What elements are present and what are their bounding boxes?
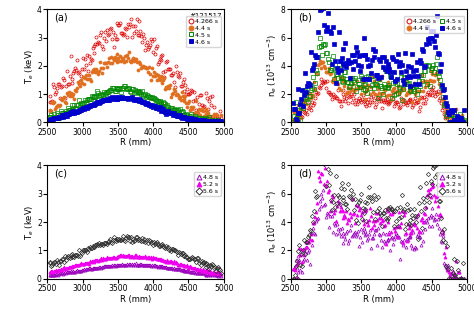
Y-axis label: T$_e$ (keV): T$_e$ (keV) xyxy=(23,48,36,84)
Y-axis label: n$_e$ (10$^{13}$ cm$^{-3}$): n$_e$ (10$^{13}$ cm$^{-3}$) xyxy=(265,191,279,253)
Legend: 4.266 s, 4.4 s, 4.5 s, 4.6 s: 4.266 s, 4.4 s, 4.5 s, 4.6 s xyxy=(186,16,220,47)
X-axis label: R (mm): R (mm) xyxy=(120,138,151,147)
X-axis label: R (mm): R (mm) xyxy=(363,138,394,147)
Text: (d): (d) xyxy=(298,169,311,179)
Text: (b): (b) xyxy=(298,13,311,23)
Legend: 4.266 s, 4.4 s, 4.5 s, 4.6 s: 4.266 s, 4.4 s, 4.5 s, 4.6 s xyxy=(404,16,464,33)
Text: (c): (c) xyxy=(55,169,67,179)
X-axis label: R (mm): R (mm) xyxy=(120,295,151,304)
Legend: 4.8 s, 5.2 s, 5.6 s: 4.8 s, 5.2 s, 5.6 s xyxy=(437,172,464,196)
Y-axis label: n$_e$ (10$^{13}$ cm$^{-3}$): n$_e$ (10$^{13}$ cm$^{-3}$) xyxy=(265,35,279,97)
Legend: 4.8 s, 5.2 s, 5.6 s: 4.8 s, 5.2 s, 5.6 s xyxy=(193,172,220,196)
Text: (a): (a) xyxy=(55,13,68,23)
Y-axis label: T$_e$ (keV): T$_e$ (keV) xyxy=(23,204,36,240)
X-axis label: R (mm): R (mm) xyxy=(363,295,394,304)
Text: #121517: #121517 xyxy=(189,13,222,19)
